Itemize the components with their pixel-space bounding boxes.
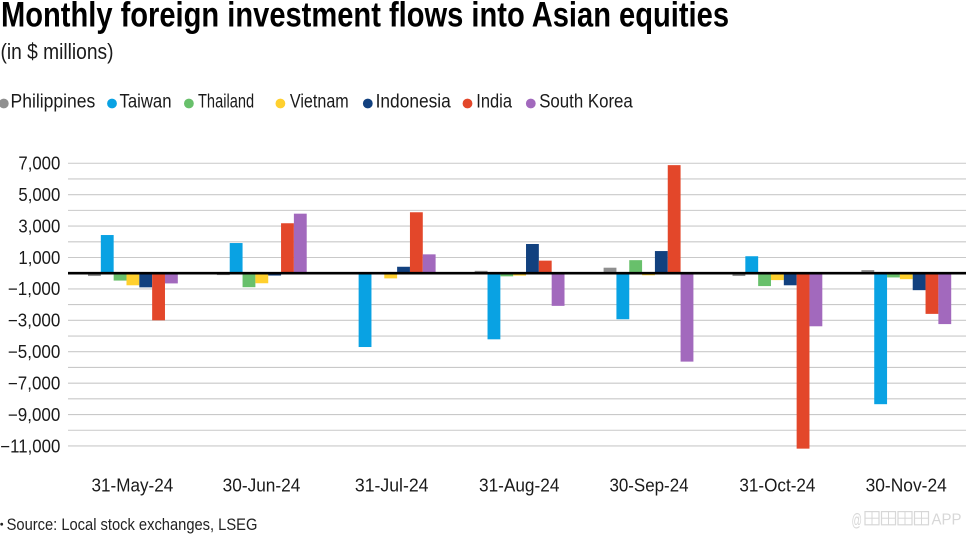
svg-text:South Korea: South Korea — [539, 92, 633, 113]
svg-text:Philippines: Philippines — [11, 92, 96, 113]
svg-text:Thailand: Thailand — [198, 92, 254, 113]
svg-text:−3,000: −3,000 — [8, 311, 60, 331]
svg-text:(in $ millions): (in $ millions) — [1, 39, 114, 64]
svg-text:31-Aug-24: 31-Aug-24 — [479, 474, 559, 495]
svg-text:−11,000: −11,000 — [0, 436, 60, 456]
svg-text:1,000: 1,000 — [18, 248, 60, 268]
svg-text:7,000: 7,000 — [18, 154, 60, 174]
svg-text:Source: Local stock exchanges,: Source: Local stock exchanges, LSEG — [7, 516, 258, 534]
svg-text:India: India — [476, 92, 512, 113]
svg-text:−5,000: −5,000 — [8, 342, 60, 362]
svg-text:Taiwan: Taiwan — [120, 92, 172, 113]
svg-text:5,000: 5,000 — [18, 185, 60, 205]
svg-text:−7,000: −7,000 — [8, 373, 60, 393]
svg-text:Vietnam: Vietnam — [290, 92, 349, 113]
svg-text:APP: APP — [932, 512, 962, 529]
svg-text:31-Oct-24: 31-Oct-24 — [739, 474, 815, 495]
svg-text:30-Sep-24: 30-Sep-24 — [609, 474, 688, 495]
svg-text:3,000: 3,000 — [18, 216, 60, 236]
svg-text:30-Jun-24: 30-Jun-24 — [223, 474, 301, 495]
svg-text:−9,000: −9,000 — [8, 405, 60, 425]
svg-text:−1,000: −1,000 — [8, 279, 60, 299]
svg-text:@: @ — [852, 510, 863, 530]
svg-text:31-May-24: 31-May-24 — [92, 474, 174, 495]
svg-text:31-Jul-24: 31-Jul-24 — [355, 474, 429, 495]
svg-text:Indonesia: Indonesia — [376, 92, 452, 113]
svg-text:Monthly foreign investment flo: Monthly foreign investment flows into As… — [1, 0, 729, 35]
svg-text:30-Nov-24: 30-Nov-24 — [866, 474, 947, 495]
